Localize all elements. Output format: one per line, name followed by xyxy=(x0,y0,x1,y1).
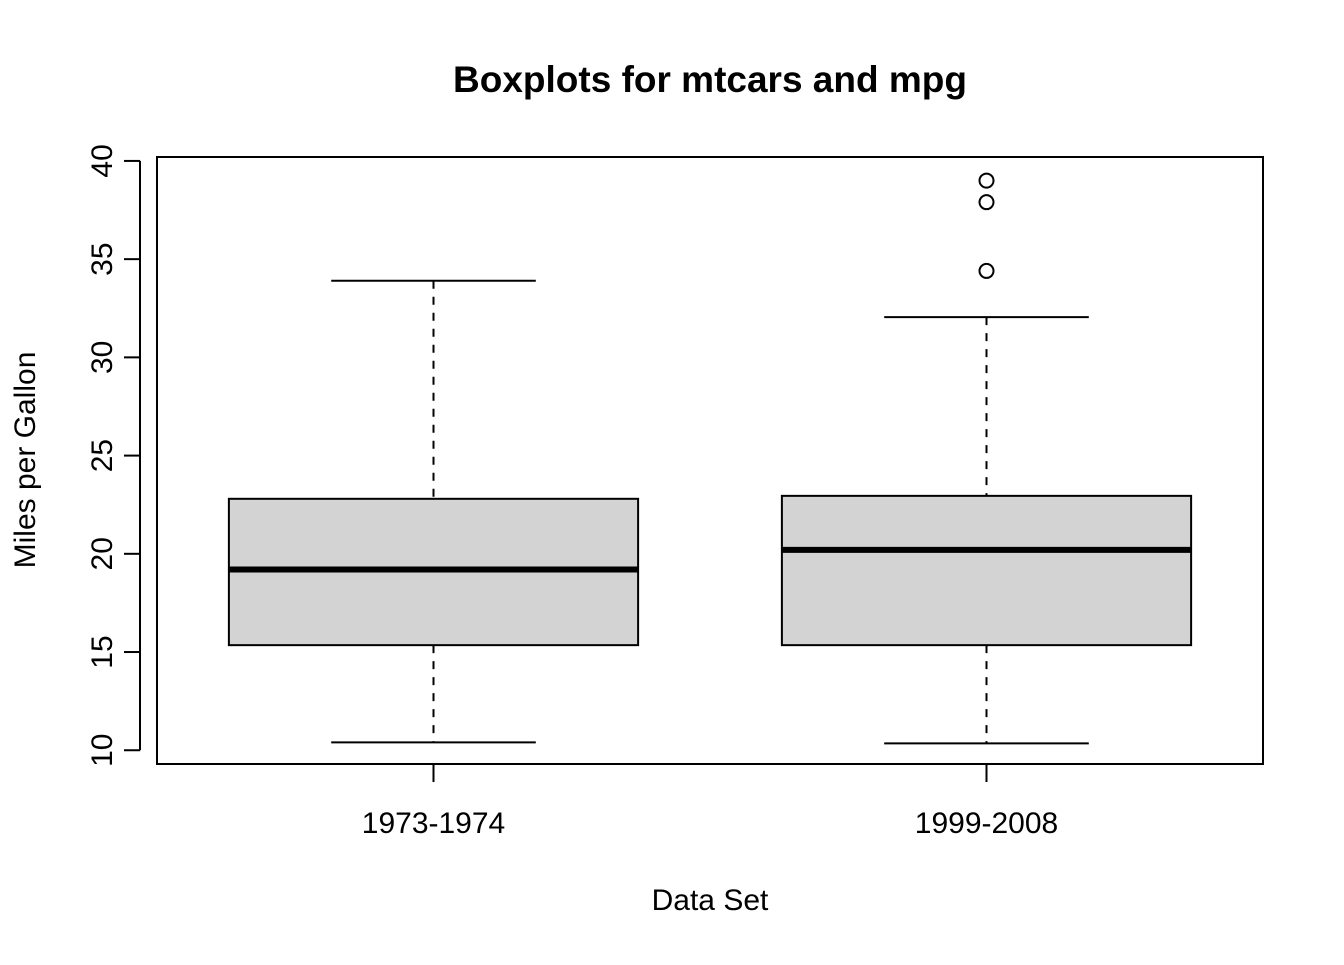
y-axis: 10 15 20 25 30 35 40 xyxy=(86,144,141,767)
box-1999-2008 xyxy=(780,172,1193,745)
chart-title: Boxplots for mtcars and mpg xyxy=(453,59,967,100)
y-tick-label: 10 xyxy=(86,734,119,767)
y-tick-label: 15 xyxy=(86,635,119,668)
x-tick-label: 1999-2008 xyxy=(915,807,1058,840)
y-tick-label: 35 xyxy=(86,242,119,275)
outlier-point xyxy=(978,194,995,211)
outlier-point xyxy=(978,262,995,279)
y-tick-label: 30 xyxy=(86,341,119,374)
iqr-box xyxy=(780,494,1193,647)
y-axis-label: Miles per Gallon xyxy=(9,352,42,569)
outlier-point xyxy=(978,172,995,189)
plot-frame xyxy=(156,156,1264,765)
box-1973-1974 xyxy=(227,279,640,744)
y-tick-label: 25 xyxy=(86,439,119,472)
x-axis: 1973-1974 1999-2008 xyxy=(362,764,1058,840)
y-tick-label: 20 xyxy=(86,537,119,570)
x-axis-label: Data Set xyxy=(652,884,769,917)
boxes-group xyxy=(227,172,1193,745)
y-tick-label: 40 xyxy=(86,144,119,177)
x-tick-label: 1973-1974 xyxy=(362,807,505,840)
